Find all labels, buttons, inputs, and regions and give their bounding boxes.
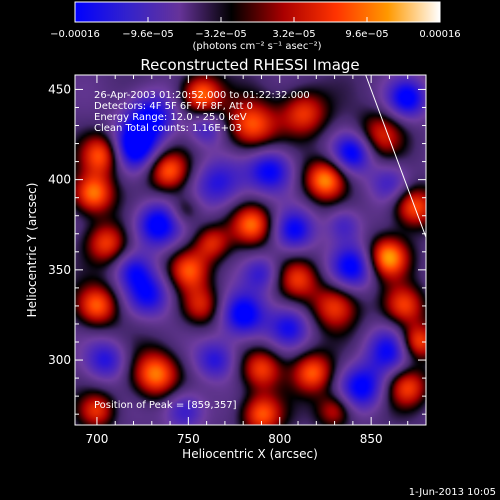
footer-timestamp: 1-Jun-2013 10:05 [409,487,496,498]
annotation-time: 26-Apr-2003 01:20:52.000 to 01:22:32.000 [94,90,310,101]
colorbar-tick-label: 0.00016 [419,29,460,40]
x-tick-label: 800 [268,432,291,446]
x-tick-label: 700 [85,432,108,446]
colorbar-tick-label: 3.2e−05 [272,29,315,40]
colorbar-unit-label: (photons cm⁻² s⁻¹ asec⁻²) [192,41,321,52]
y-tick-label: 350 [48,263,71,277]
colorbar-ticks: −0.00016 −9.6e−05 −3.2e−05 3.2e−05 9.6e−05 0.… [50,17,461,40]
annotation-counts: Clean Total counts: 1.16E+03 [94,123,242,134]
y-tick-label: 450 [48,82,71,96]
x-tick-label: 750 [177,432,200,446]
colorbar-tick-label: −9.6e−05 [122,29,174,40]
colorbar-tick-label: −3.2e−05 [195,29,247,40]
y-tick-label: 300 [48,353,71,367]
colorbar-tick-label: −0.00016 [50,29,100,40]
annotation-energy: Energy Range: 12.0 - 25.0 keV [94,112,247,123]
axis-ticks: 700 750 800 850 300 350 400 450 [48,75,427,446]
plot-frame [74,74,427,426]
colorbar [74,1,441,23]
colorbar-tick-label: 9.6e−05 [345,29,388,40]
chart-title: Reconstructed RHESSI Image [140,56,359,74]
annotation-peak: Position of Peak = [859,357] [94,400,237,411]
x-tick-label: 850 [360,432,383,446]
annotation-detectors: Detectors: 4F 5F 6F 7F 8F, Att 0 [94,101,253,112]
heatmap-image [75,75,426,425]
x-axis-label: Heliocentric X (arcsec) [182,447,318,461]
y-axis-label: Heliocentric Y (arcsec) [25,183,39,318]
solar-limb-line [365,75,426,238]
y-tick-label: 400 [48,173,71,187]
